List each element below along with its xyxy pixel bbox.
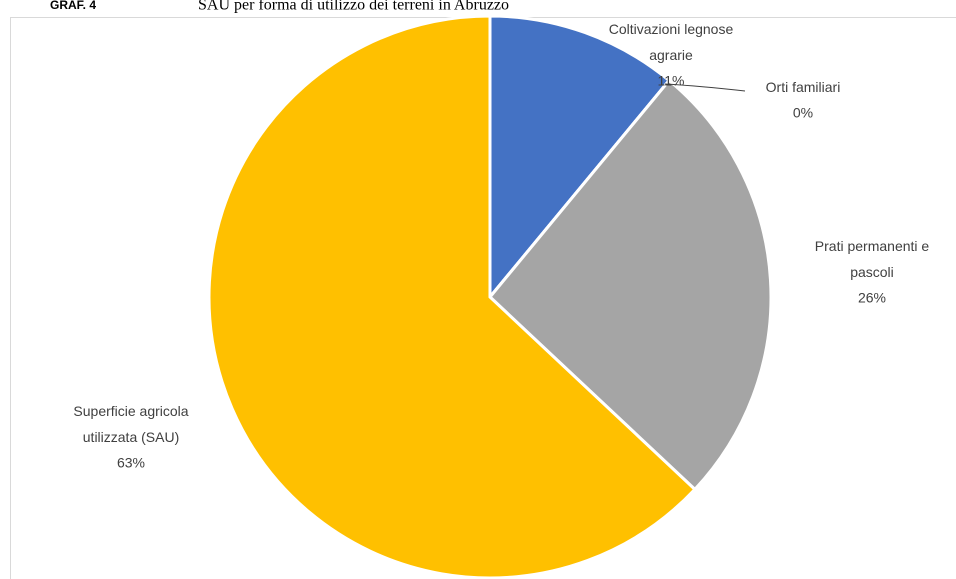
slice-label-line: agrarie	[649, 47, 693, 63]
slice-label-line: Orti familiari	[766, 79, 841, 95]
slice-label: Prati permanenti e pascoli	[815, 238, 930, 280]
chart-title: SAU per forma di utilizzo dei terreni in…	[198, 0, 509, 14]
slice-label-line: pascoli	[850, 264, 894, 280]
slice-value-label: 26%	[858, 290, 886, 306]
slice-label-line: Superficie agricola	[73, 403, 188, 419]
leader-line	[664, 83, 746, 92]
slice-label: Coltivazioni legnose agrarie	[609, 21, 734, 63]
pie-slice	[488, 14, 672, 302]
slice-value-label: 11%	[658, 73, 685, 89]
slice-label-line: Prati permanenti e	[815, 238, 930, 254]
pie-slice	[207, 14, 697, 579]
pie-slice	[487, 78, 773, 492]
slice-label-line: utilizzata (SAU)	[83, 429, 179, 445]
slice-value-label: 63%	[117, 455, 145, 471]
chart-title-prefix: GRAF. 4	[50, 0, 96, 12]
slice-label: Superficie agricola utilizzata (SAU)	[73, 403, 188, 445]
slice-label: Orti familiari	[766, 79, 841, 95]
slice-value-label: 0%	[793, 105, 813, 121]
slice-label-line: Coltivazioni legnose	[609, 21, 734, 37]
